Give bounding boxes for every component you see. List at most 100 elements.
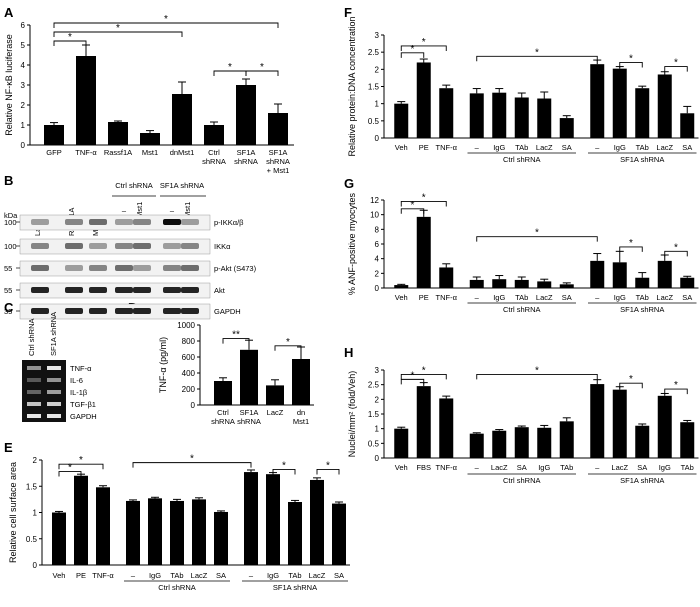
y-axis-label-f: Relative protein:DNA concentration	[347, 16, 357, 156]
blot-band	[133, 287, 151, 293]
bar-g	[514, 279, 529, 288]
category-label-h: LacZ	[491, 463, 508, 472]
category-label-a: GFP	[46, 148, 61, 157]
blot-band	[31, 243, 49, 249]
category-label-g: LacZ	[656, 293, 673, 302]
category-label-f: –	[475, 143, 480, 152]
gel-band	[27, 390, 41, 394]
category-label-a: SF1A shRNA + Mst1	[266, 148, 290, 175]
category-label-f: –	[595, 143, 600, 152]
panel-f-letter: F	[344, 5, 352, 20]
category-label-e: –	[249, 571, 254, 580]
panel-e-letter: E	[4, 440, 13, 455]
y-tick-label-g: 10	[370, 211, 379, 220]
blot-band	[31, 265, 49, 271]
group-label-h: Ctrl shRNA	[503, 476, 541, 485]
category-label-a: TNF-α	[75, 148, 97, 157]
y-axis-label-d: TNF-α (pg/ml)	[158, 337, 168, 393]
blot-band	[31, 219, 49, 225]
bar-e	[310, 479, 324, 565]
blot-row-label: p-Akt (S473)	[214, 264, 257, 273]
category-label-d: Ctrl shRNA	[211, 408, 235, 426]
category-label-f: PE	[419, 143, 429, 152]
bar-h	[559, 421, 574, 458]
category-label-g: Veh	[395, 293, 408, 302]
significance-bracket-e	[316, 469, 340, 475]
category-label-h: TAb	[681, 463, 694, 472]
significance-bracket-a	[53, 31, 183, 37]
y-tick-label-h: 0.5	[368, 439, 380, 448]
category-label-h: LacZ	[611, 463, 628, 472]
bar-f	[635, 88, 650, 138]
blot-band	[163, 243, 181, 249]
bar-h	[612, 389, 627, 458]
blot-band	[65, 287, 83, 293]
blot-band	[133, 243, 151, 249]
gel-band	[47, 378, 61, 382]
group-label-h: SF1A shRNA	[620, 476, 664, 485]
category-label-e: TNF-α	[92, 571, 114, 580]
y-axis-label-a: Relative NF-κB luciferase	[4, 34, 14, 136]
bar-d	[266, 385, 284, 405]
blot-band	[115, 287, 133, 293]
chart-h: 0 0.5 1 1.5 2 2.5 3 Nuclei/mm² (fold/Veh) Veh FBS…	[347, 365, 699, 485]
y-axis-label-h: Nuclei/mm² (fold/Veh)	[347, 371, 357, 458]
gel-band	[47, 390, 61, 394]
blot-band	[181, 265, 199, 271]
blot-band	[181, 308, 199, 314]
significance-bracket-g	[619, 246, 643, 252]
y-tick-label-f: 0	[375, 134, 380, 143]
significance-bracket-f	[476, 55, 598, 62]
category-label-g: LacZ	[536, 293, 553, 302]
y-tick-label-g: 0	[375, 284, 380, 293]
bar-f	[394, 103, 409, 138]
panel-a-letter: A	[4, 5, 14, 20]
bar-g	[416, 216, 431, 288]
significance-star-h: *	[422, 365, 426, 376]
category-label-d: SF1A shRNA	[237, 408, 261, 426]
y-tick-label-d: 600	[182, 353, 196, 362]
category-label-f: Veh	[395, 143, 408, 152]
significance-bracket-e	[58, 463, 104, 470]
category-label-g: SA	[562, 293, 572, 302]
y-tick-label-g: 4	[375, 255, 380, 264]
bar-f	[416, 62, 431, 138]
category-label-e: SA	[334, 571, 344, 580]
blot-col-sf1a-shrna: SF1A shRNA	[160, 181, 204, 190]
significance-star-e: *	[282, 460, 286, 471]
y-tick-label-f: 1	[375, 100, 380, 109]
category-label-g: TNF-α	[436, 293, 458, 302]
category-label-f: TNF-α	[436, 143, 458, 152]
y-tick-label-a: 1	[21, 121, 26, 130]
blot-band	[163, 219, 181, 225]
category-label-e: TAb	[288, 571, 301, 580]
bar-f	[680, 113, 695, 138]
significance-star-e: *	[79, 455, 83, 466]
significance-star-a: *	[116, 23, 120, 34]
blot-row-label: p-IKKα/β	[214, 218, 244, 227]
significance-bracket-f	[619, 62, 643, 68]
significance-star-h: *	[411, 370, 415, 381]
y-tick-label-h: 1.5	[368, 410, 380, 419]
blot-band	[163, 308, 181, 314]
y-tick-label-h: 2	[375, 395, 380, 404]
bar-f	[492, 92, 507, 138]
gel-band	[47, 414, 61, 418]
bar-g	[657, 260, 672, 288]
blot-band	[65, 265, 83, 271]
bar-e	[214, 511, 228, 565]
significance-star-f: *	[411, 44, 415, 55]
blot-band	[163, 287, 181, 293]
bar-a	[236, 85, 256, 145]
category-label-g: SA	[682, 293, 692, 302]
category-label-h: TNF-α	[436, 463, 458, 472]
group-label-g: SF1A shRNA	[620, 305, 664, 314]
bar-g	[439, 267, 454, 288]
bar-g	[469, 279, 484, 288]
group-label-e: Ctrl shRNA	[158, 583, 196, 592]
category-label-h: –	[595, 463, 600, 472]
y-tick-label-d: 200	[182, 385, 196, 394]
bar-g	[537, 281, 552, 288]
category-label-a: SF1A shRNA	[234, 148, 258, 166]
bar-d	[214, 381, 232, 405]
